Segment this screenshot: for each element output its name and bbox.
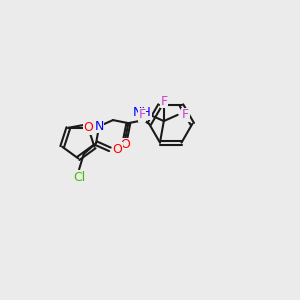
Text: F: F <box>139 108 146 122</box>
Text: Cl: Cl <box>73 171 85 184</box>
Text: F: F <box>160 94 167 107</box>
Text: O: O <box>113 143 123 156</box>
Text: F: F <box>182 108 189 122</box>
Text: O: O <box>120 138 130 151</box>
Text: O: O <box>83 121 93 134</box>
Text: N: N <box>94 120 104 133</box>
Text: NH: NH <box>133 106 152 119</box>
